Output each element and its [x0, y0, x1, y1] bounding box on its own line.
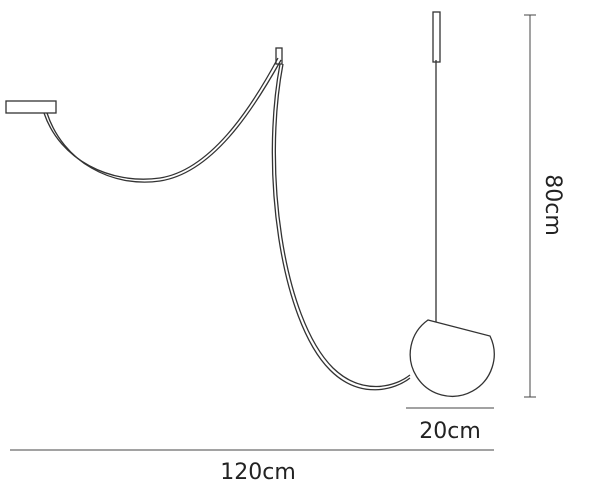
shade [409, 319, 495, 397]
rod-clip [432, 11, 441, 63]
clip [275, 47, 283, 65]
cable [274, 63, 411, 388]
cable [46, 59, 282, 183]
height-label: 80cm [540, 174, 565, 236]
shade-width-label: 20cm [419, 419, 481, 444]
cable [271, 63, 411, 391]
total-width-label: 120cm [220, 460, 296, 485]
canopy [5, 100, 57, 114]
cable [43, 57, 279, 180]
